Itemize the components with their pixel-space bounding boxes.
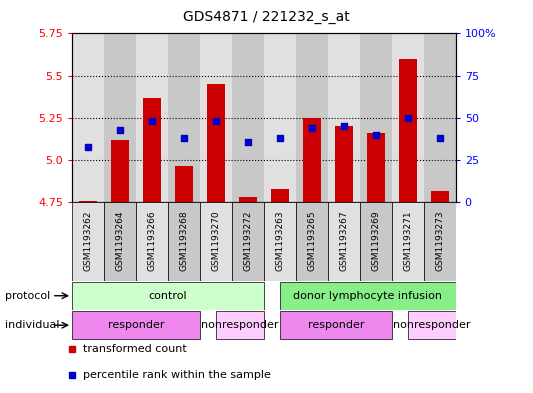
Text: GSM1193272: GSM1193272	[244, 210, 252, 271]
Bar	[392, 202, 424, 281]
Bar	[424, 33, 456, 202]
Bar	[280, 281, 456, 310]
Text: nonresponder: nonresponder	[393, 320, 471, 330]
Text: nonresponder: nonresponder	[201, 320, 279, 330]
Bar	[168, 202, 200, 281]
Bar	[399, 59, 417, 202]
Text: transformed count: transformed count	[84, 344, 187, 354]
Bar	[424, 202, 456, 281]
Text: percentile rank within the sample: percentile rank within the sample	[84, 370, 271, 380]
Text: donor lymphocyte infusion: donor lymphocyte infusion	[293, 291, 442, 301]
Bar	[232, 202, 264, 281]
Bar	[408, 311, 456, 339]
Bar	[79, 201, 97, 202]
Bar	[239, 197, 256, 202]
Bar	[232, 33, 264, 202]
Bar	[136, 202, 168, 281]
Point	[148, 118, 156, 125]
Bar	[200, 202, 232, 281]
Text: protocol: protocol	[5, 291, 51, 301]
Bar	[200, 33, 232, 202]
Text: GSM1193266: GSM1193266	[148, 210, 156, 271]
Point	[84, 143, 92, 150]
Bar	[175, 166, 193, 202]
Point	[116, 127, 124, 133]
Bar	[143, 97, 161, 202]
Text: control: control	[149, 291, 187, 301]
Text: individual: individual	[5, 320, 60, 330]
Text: GDS4871 / 221232_s_at: GDS4871 / 221232_s_at	[183, 10, 350, 24]
Text: GSM1193270: GSM1193270	[212, 210, 220, 271]
Text: GSM1193273: GSM1193273	[435, 210, 444, 271]
Text: GSM1193264: GSM1193264	[116, 210, 124, 271]
Bar	[271, 189, 288, 202]
Bar	[72, 281, 264, 310]
Point	[244, 138, 252, 145]
Bar	[335, 126, 353, 202]
Bar	[360, 202, 392, 281]
Text: GSM1193265: GSM1193265	[308, 210, 316, 271]
Text: responder: responder	[308, 320, 364, 330]
Bar	[72, 311, 200, 339]
Bar	[328, 202, 360, 281]
Text: responder: responder	[108, 320, 164, 330]
Point	[403, 115, 412, 121]
Bar	[207, 84, 225, 202]
Bar	[264, 33, 296, 202]
Bar	[392, 33, 424, 202]
Point	[212, 118, 220, 125]
Bar	[72, 202, 104, 281]
Bar	[168, 33, 200, 202]
Bar	[136, 33, 168, 202]
Bar	[72, 33, 104, 202]
Bar	[303, 118, 320, 202]
Bar	[280, 311, 392, 339]
Bar	[104, 33, 136, 202]
Bar	[367, 133, 384, 202]
Bar	[111, 140, 128, 202]
Bar	[328, 33, 360, 202]
Point	[435, 135, 444, 141]
Bar	[264, 202, 296, 281]
Bar	[296, 33, 328, 202]
Text: GSM1193271: GSM1193271	[403, 210, 412, 271]
Bar	[216, 311, 264, 339]
Point	[308, 125, 316, 131]
Text: GSM1193263: GSM1193263	[276, 210, 284, 271]
Point	[276, 135, 284, 141]
Text: GSM1193268: GSM1193268	[180, 210, 188, 271]
Bar	[104, 202, 136, 281]
Point	[372, 132, 380, 138]
Text: GSM1193262: GSM1193262	[84, 210, 92, 271]
Bar	[296, 202, 328, 281]
Text: GSM1193269: GSM1193269	[372, 210, 380, 271]
Point	[180, 135, 188, 141]
Text: GSM1193267: GSM1193267	[340, 210, 348, 271]
Point	[340, 123, 348, 129]
Bar	[431, 191, 448, 202]
Bar	[360, 33, 392, 202]
